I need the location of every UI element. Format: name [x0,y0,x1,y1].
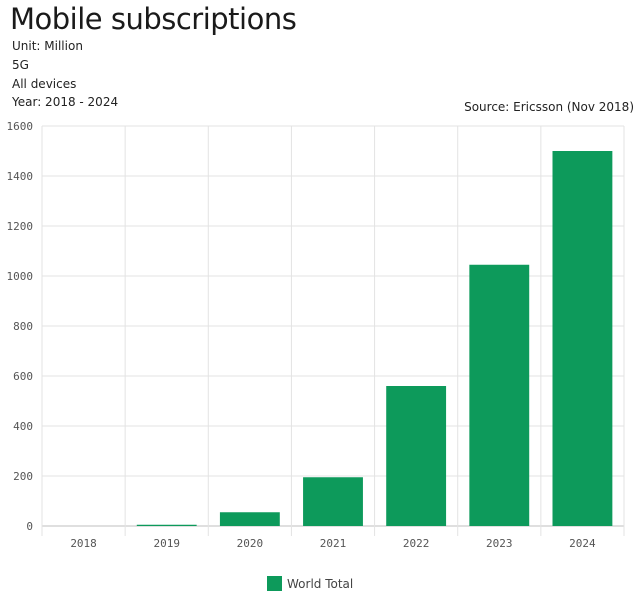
legend-swatch [267,576,282,591]
x-tick-label: 2020 [237,537,264,550]
y-tick-label: 800 [13,320,33,333]
y-tick-label: 1200 [7,220,34,233]
x-tick-label: 2019 [153,537,180,550]
x-tick-label: 2024 [569,537,596,550]
legend-label: World Total [287,576,354,591]
y-tick-label: 400 [13,420,33,433]
bar [552,151,613,526]
devices-label: All devices [12,77,77,91]
x-tick-label: 2018 [70,537,97,550]
y-tick-label: 600 [13,370,33,383]
y-tick-label: 0 [26,520,33,533]
bar [219,512,280,526]
bar [136,524,197,526]
legend[interactable]: World Total [267,576,353,591]
unit-label: Unit: Million [12,39,83,53]
x-tick-label: 2023 [486,537,513,550]
x-tick-label: 2022 [403,537,430,550]
x-tick-label: 2021 [320,537,347,550]
bar [303,477,363,526]
technology-label: 5G [12,58,29,72]
bar [386,386,447,526]
chart-title: Mobile subscriptions [10,2,297,36]
y-tick-label: 1000 [7,270,34,283]
y-tick-label: 200 [13,470,33,483]
source-label: Source: Ericsson (Nov 2018) [464,100,634,114]
bar [469,264,530,526]
y-tick-label: 1600 [7,120,34,133]
y-tick-label: 1400 [7,170,34,183]
years-label: Year: 2018 - 2024 [12,95,119,109]
